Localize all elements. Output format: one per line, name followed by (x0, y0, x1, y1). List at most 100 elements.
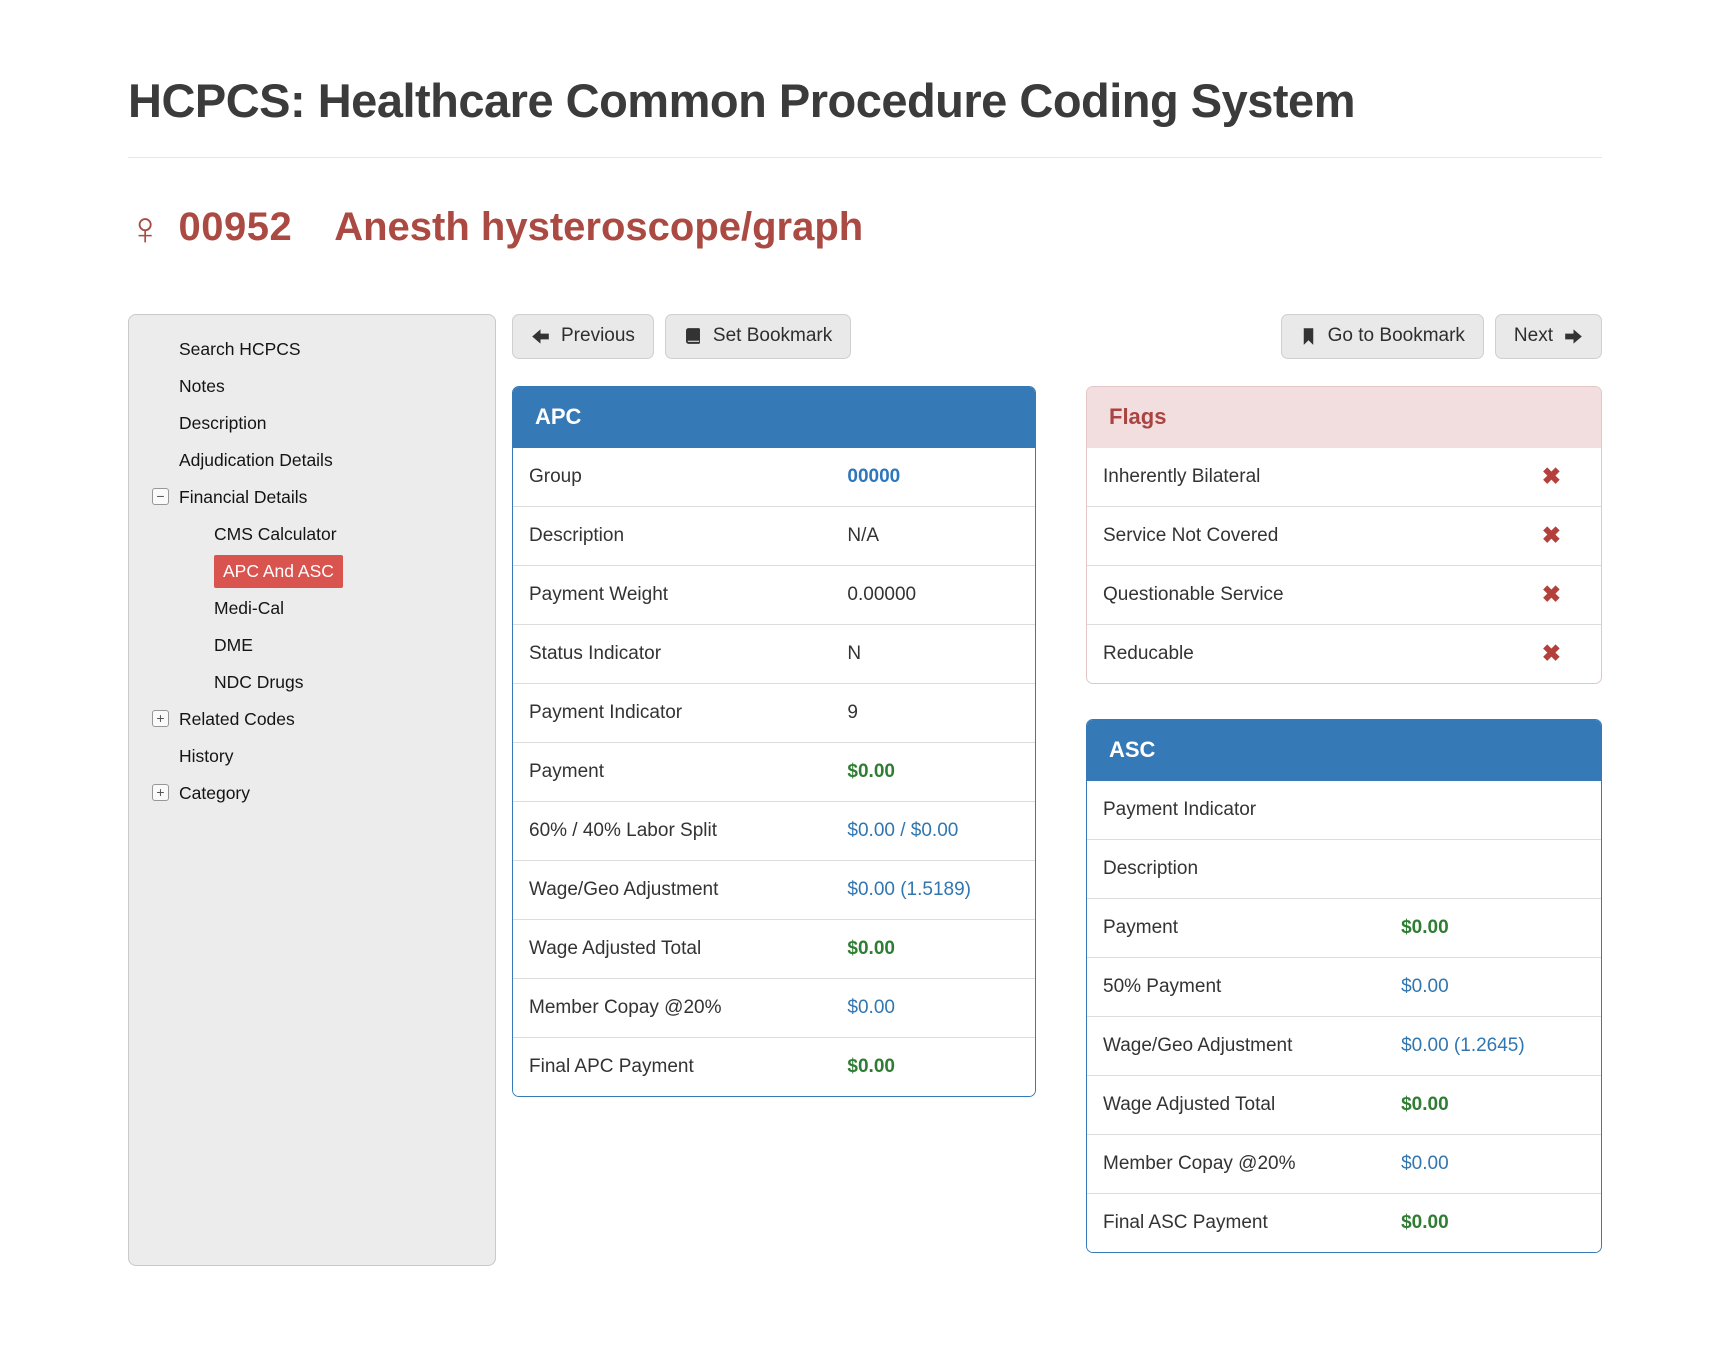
row-label: Member Copay @20% (1103, 1152, 1296, 1174)
asc-table: Payment Indicator Description Payment $0 (1087, 780, 1601, 1252)
previous-label: Previous (561, 325, 635, 347)
row-label: Group (529, 465, 582, 487)
sidebar-selected-item: APC And ASC (214, 554, 343, 588)
row-value: 9 (847, 701, 858, 723)
sidebar-item-notes[interactable]: Notes (129, 368, 495, 405)
sidebar-item-description[interactable]: Description (129, 405, 495, 442)
sidebar-item-medi-cal[interactable]: Medi-Cal (129, 590, 495, 627)
table-row: Member Copay @20% $0.00 (1087, 1133, 1601, 1193)
row-label: Member Copay @20% (529, 996, 722, 1018)
apc-panel: APC Group 00000 Description N/A (512, 385, 1036, 1097)
row-label: Payment Weight (529, 583, 669, 605)
copay-link[interactable]: $0.00 (1401, 1152, 1449, 1174)
right-arrow-icon (1564, 327, 1583, 346)
row-value: $0.00 (1401, 916, 1449, 938)
sidebar-item-label: CMS Calculator (214, 523, 337, 544)
labor-split-link[interactable]: $0.00 / $0.00 (847, 819, 959, 841)
bookmark-icon (1300, 327, 1317, 346)
table-row: Service Not Covered ✖ (1087, 505, 1601, 565)
sidebar-item-dme[interactable]: DME (129, 627, 495, 664)
go-to-bookmark-button[interactable]: Go to Bookmark (1280, 313, 1484, 359)
copay-link[interactable]: $0.00 (847, 996, 895, 1018)
female-icon: ♀ (128, 201, 163, 254)
toolbar-left-group: Previous Set Bookmark (512, 313, 852, 359)
table-row: Group 00000 (513, 447, 1035, 506)
x-mark-icon: ✖ (1541, 463, 1561, 490)
toolbar-right-group: Go to Bookmark Next (1280, 313, 1602, 359)
table-row: Wage Adjusted Total $0.00 (1087, 1074, 1601, 1134)
sidebar: Search HCPCS Notes Description Adjudicat… (128, 313, 496, 1266)
next-button[interactable]: Next (1494, 313, 1602, 359)
sidebar-item-label: History (179, 745, 234, 766)
flag-label: Questionable Service (1103, 583, 1284, 605)
fifty-pct-payment-link[interactable]: $0.00 (1401, 975, 1449, 997)
flags-table: Inherently Bilateral ✖ Service Not Cover… (1087, 448, 1601, 683)
wage-geo-link[interactable]: $0.00 (1.5189) (847, 878, 971, 900)
asc-panel: ASC Payment Indicator Description (1086, 718, 1602, 1253)
previous-button[interactable]: Previous (512, 313, 654, 359)
code-header: ♀ 00952 Anesth hysteroscope/graph (128, 200, 1716, 256)
row-label: Wage/Geo Adjustment (1103, 1034, 1293, 1056)
collapse-icon[interactable]: − (152, 487, 169, 505)
set-bookmark-button[interactable]: Set Bookmark (664, 313, 852, 359)
apc-panel-header: APC (513, 386, 1035, 448)
sidebar-item-cms-calculator[interactable]: CMS Calculator (129, 516, 495, 553)
sidebar-item-label: Search HCPCS (179, 338, 301, 359)
group-link[interactable]: 00000 (847, 465, 901, 487)
left-arrow-icon (531, 327, 550, 346)
row-label: Final ASC Payment (1103, 1211, 1268, 1233)
sidebar-item-label: Adjudication Details (179, 449, 333, 470)
sidebar-item-financial-details[interactable]: − Financial Details (129, 479, 495, 516)
page: HCPCS: Healthcare Common Procedure Codin… (128, 74, 1716, 1266)
book-icon (684, 327, 702, 345)
sidebar-item-apc-and-asc[interactable]: APC And ASC (129, 553, 495, 590)
row-label: Payment (529, 760, 604, 782)
divider (128, 156, 1602, 158)
row-label: Final APC Payment (529, 1055, 694, 1077)
x-mark-icon: ✖ (1541, 581, 1561, 608)
table-row: Payment $0.00 (513, 741, 1035, 801)
expand-icon[interactable]: + (152, 709, 169, 727)
sidebar-item-label: Notes (179, 375, 225, 396)
sidebar-item-search-hcpcs[interactable]: Search HCPCS (129, 331, 495, 368)
table-row: Status Indicator N (513, 623, 1035, 683)
sidebar-item-ndc-drugs[interactable]: NDC Drugs (129, 664, 495, 701)
row-label: 50% Payment (1103, 975, 1222, 997)
wage-geo-link[interactable]: $0.00 (1.2645) (1401, 1034, 1525, 1056)
set-bookmark-label: Set Bookmark (712, 325, 833, 347)
flags-panel-header: Flags (1087, 386, 1601, 448)
flags-panel: Flags Inherently Bilateral ✖ Service Not… (1086, 385, 1602, 684)
sidebar-item-label: Category (179, 782, 251, 803)
row-label: Wage Adjusted Total (529, 937, 702, 959)
asc-panel-header: ASC (1087, 719, 1601, 781)
content-area: Previous Set Bookmark Go to Book (512, 313, 1602, 1253)
row-label: Description (1103, 857, 1199, 879)
page-title: HCPCS: Healthcare Common Procedure Codin… (128, 74, 1356, 127)
main-layout: Search HCPCS Notes Description Adjudicat… (128, 313, 1716, 1266)
sidebar-item-label: Description (179, 412, 267, 433)
table-row: 60% / 40% Labor Split $0.00 / $0.00 (513, 800, 1035, 860)
table-row: Payment Indicator (1087, 780, 1601, 839)
sidebar-item-label: NDC Drugs (214, 671, 304, 692)
row-value: $0.00 (847, 937, 895, 959)
row-value: $0.00 (1401, 1093, 1449, 1115)
sidebar-item-category[interactable]: + Category (129, 775, 495, 812)
row-value: 0.00000 (847, 583, 917, 605)
row-label: Payment Indicator (1103, 798, 1257, 820)
table-row: Wage Adjusted Total $0.00 (513, 918, 1035, 978)
go-to-bookmark-label: Go to Bookmark (1327, 325, 1465, 347)
row-label: Wage Adjusted Total (1103, 1093, 1276, 1115)
row-value: $0.00 (847, 1055, 895, 1077)
table-row: Description N/A (513, 505, 1035, 565)
row-value: N (847, 642, 862, 664)
table-row: Wage/Geo Adjustment $0.00 (1.5189) (513, 859, 1035, 919)
apc-column: APC Group 00000 Description N/A (512, 385, 1036, 1253)
table-row: Questionable Service ✖ (1087, 564, 1601, 624)
row-value: N/A (847, 524, 880, 546)
sidebar-item-related-codes[interactable]: + Related Codes (129, 701, 495, 738)
sidebar-item-history[interactable]: History (129, 738, 495, 775)
next-label: Next (1513, 325, 1553, 347)
row-label: Payment Indicator (529, 701, 683, 723)
expand-icon[interactable]: + (152, 783, 169, 801)
sidebar-item-adjudication-details[interactable]: Adjudication Details (129, 442, 495, 479)
